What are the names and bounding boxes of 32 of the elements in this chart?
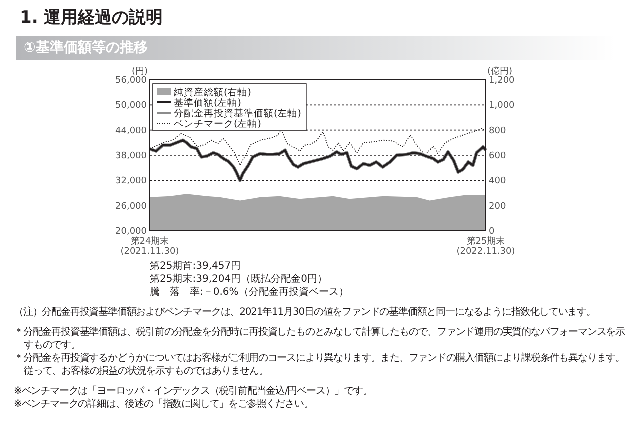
legend-label: 基準価額(左軸) [174, 96, 242, 109]
y-tick-label: 50,000 [116, 101, 148, 112]
x-tick-label: 第25期末 (2022.11.30) [456, 236, 516, 257]
y-axis-title: (円) [132, 67, 148, 77]
y-tick-label: 38,000 [116, 152, 148, 162]
chart-subtitle: ①基準価額等の推移 [16, 36, 615, 60]
text: ＊分配金を再投資するかどうかについてはお客様がご利用のコースにより異なります。また、ファンドの購入価額により課税条件も異なります。従って、お客様の損益の状況を示すものではありません。 [14, 352, 626, 378]
y2-tick-label: 600 [489, 152, 506, 162]
y2-axis-title: (億円) [487, 66, 513, 77]
chart-title: 1. 運用経過の説明 [20, 7, 164, 29]
text: 第25期末:39,204円（既払分配金0円） [150, 273, 328, 286]
text: 騰 落 率:－0.6%（分配金再投資ベース） [150, 286, 349, 299]
y2-tick-label: 400 [489, 176, 506, 187]
y-tick-label: 20,000 [116, 227, 148, 237]
x-tick-label: 第24期末 (2021.11.30) [120, 236, 180, 257]
y-tick-label: 26,000 [116, 202, 148, 212]
y2-tick-label: 800 [489, 126, 506, 136]
y-tick-label: 32,000 [116, 176, 148, 187]
text: ※ベンチマークは「ヨーロッパ・インデックス（税引前配当金込/円ベース）」です。 [14, 385, 374, 398]
text: ＊分配金再投資基準価額は、税引前の分配金を分配時に再投資したものとみなして計算したもので、ファンド運用の実質的なパフォーマンスを示すものです。 [14, 326, 626, 352]
text: 第25期首:39,457円 [150, 260, 242, 273]
y2-tick-label: 1,000 [489, 101, 516, 112]
y2-tick-label: 1,200 [489, 76, 516, 86]
y2-tick-label: 200 [489, 202, 506, 212]
text: ※ベンチマークの詳細は、後述の「指数に関して」をご参照ください。 [14, 398, 314, 411]
legend-label: ベンチマーク(左軸) [174, 118, 262, 130]
legend-label: 分配金再投資基準価額(左軸) [174, 107, 302, 120]
y2-tick-label: 0 [489, 227, 495, 237]
text: （注）分配金再投資基準価額およびベンチマークは、2021年11月30日の値をファンドの基準価額と同一になるように指数化しています。 [14, 306, 597, 319]
legend-label: 純資産総額(右軸) [174, 86, 252, 98]
y-tick-label: 44,000 [116, 126, 148, 136]
y-tick-label: 56,000 [116, 76, 148, 86]
